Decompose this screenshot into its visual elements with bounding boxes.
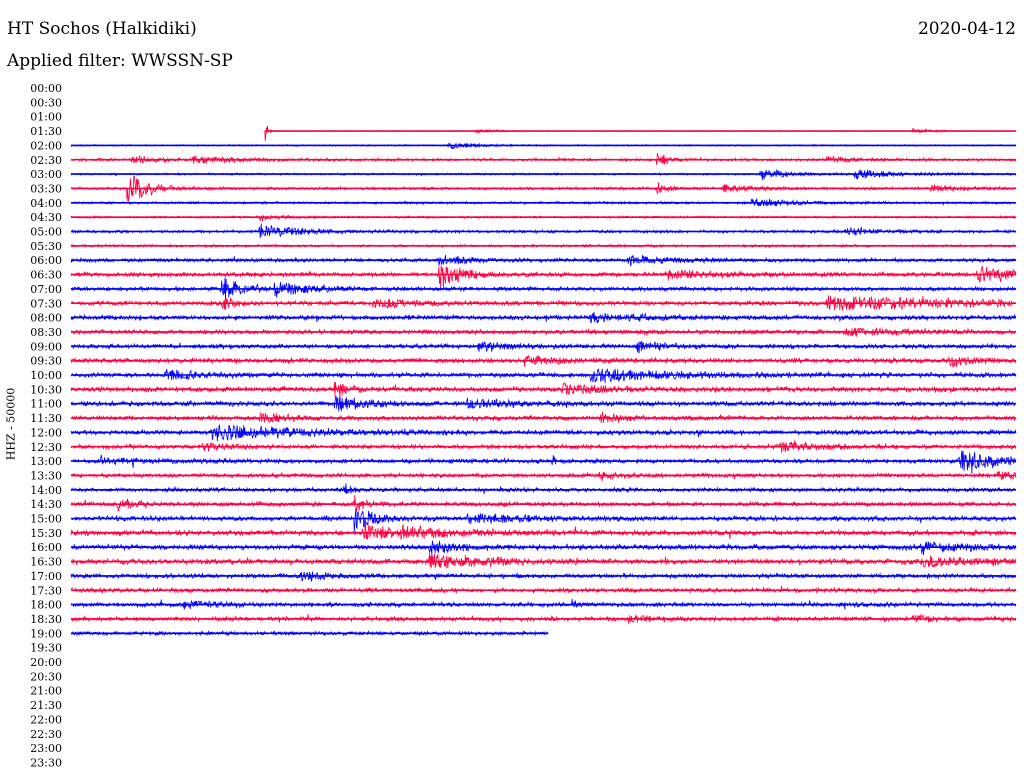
time-tick-label: 10:30: [30, 383, 62, 396]
trace-row-1730: [70, 585, 1017, 595]
filter-info: Applied filter: WWSSN-SP: [7, 51, 233, 71]
time-tick-label: 20:30: [30, 670, 62, 683]
time-tick-label: 14:30: [30, 498, 62, 511]
time-tick-label: 07:30: [30, 297, 62, 310]
time-tick-label: 18:30: [30, 613, 62, 626]
time-tick-label: 21:30: [30, 699, 62, 712]
time-tick-label: 22:30: [30, 728, 62, 741]
trace-row-1400: [70, 483, 1017, 495]
time-tick-label: 18:00: [30, 599, 62, 612]
time-tick-label: 14:00: [30, 484, 62, 497]
time-tick-label: 02:00: [30, 139, 62, 152]
trace-row-1430: [70, 494, 1017, 512]
time-tick-label: 21:00: [30, 685, 62, 698]
time-tick-label: 02:30: [30, 154, 62, 167]
trace-row-1630: [70, 552, 1017, 569]
time-tick-label: 00:00: [30, 82, 62, 95]
trace-lines: [70, 125, 1017, 637]
trace-row-0630: [70, 265, 1017, 290]
trace-row-0230: [70, 152, 1017, 165]
time-tick-label: 17:00: [30, 570, 62, 583]
station-title: HT Sochos (Halkidiki): [7, 19, 197, 39]
trace-row-1600: [70, 540, 1017, 556]
time-tick-label: 00:30: [30, 96, 62, 109]
time-tick-label: 11:00: [30, 398, 62, 411]
time-tick-label: 17:30: [30, 584, 62, 597]
time-tick-label: 04:30: [30, 211, 62, 224]
time-tick-label: 16:00: [30, 541, 62, 554]
time-tick-label: 10:00: [30, 369, 62, 382]
time-tick-label: 15:00: [30, 513, 62, 526]
trace-row-0700: [70, 277, 1017, 301]
time-tick-label: 19:00: [30, 627, 62, 640]
time-tick-label: 12:30: [30, 441, 62, 454]
trace-row-0900: [70, 340, 1017, 354]
record-date: 2020-04-12: [917, 19, 1016, 39]
time-tick-label: 06:30: [30, 269, 62, 282]
time-tick-label: 09:30: [30, 355, 62, 368]
trace-row-1300: [70, 450, 1017, 474]
trace-row-1330: [70, 470, 1017, 482]
filter-label: Applied filter:: [7, 51, 126, 71]
filter-value: WWSSN-SP: [131, 51, 233, 71]
time-tick-label: 19:30: [30, 642, 62, 655]
time-tick-label: 16:30: [30, 556, 62, 569]
time-tick-label: 03:00: [30, 168, 62, 181]
trace-row-0130: [264, 125, 1016, 142]
time-tick-label: 06:00: [30, 254, 62, 267]
time-tick-label: 23:00: [30, 742, 62, 755]
trace-row-1000: [70, 368, 1017, 384]
trace-row-0300: [70, 168, 1017, 181]
time-tick-label: 11:30: [30, 412, 62, 425]
time-tick-label: 13:00: [30, 455, 62, 468]
trace-row-1500: [70, 508, 1017, 532]
time-tick-label: 07:00: [30, 283, 62, 296]
time-tick-label: 05:00: [30, 226, 62, 239]
time-tick-label: 22:00: [30, 713, 62, 726]
time-tick-label: 09:00: [30, 340, 62, 353]
time-tick-label: 13:30: [30, 469, 62, 482]
time-tick-label: 20:00: [30, 656, 62, 669]
trace-row-1530: [70, 520, 1016, 540]
trace-row-0430: [70, 214, 1017, 222]
time-tick-label: 01:00: [30, 111, 62, 124]
time-tick-label: 04:00: [30, 197, 62, 210]
time-tick-label: 03:30: [30, 182, 62, 195]
time-tick-label: 08:30: [30, 326, 62, 339]
time-tick-label: 08:00: [30, 312, 62, 325]
time-tick-label: 23:30: [30, 756, 62, 769]
time-tick-label: 01:30: [30, 125, 62, 138]
time-tick-label: 15:30: [30, 527, 62, 540]
time-tick-label: 05:30: [30, 240, 62, 253]
time-tick-label: 12:00: [30, 426, 62, 439]
